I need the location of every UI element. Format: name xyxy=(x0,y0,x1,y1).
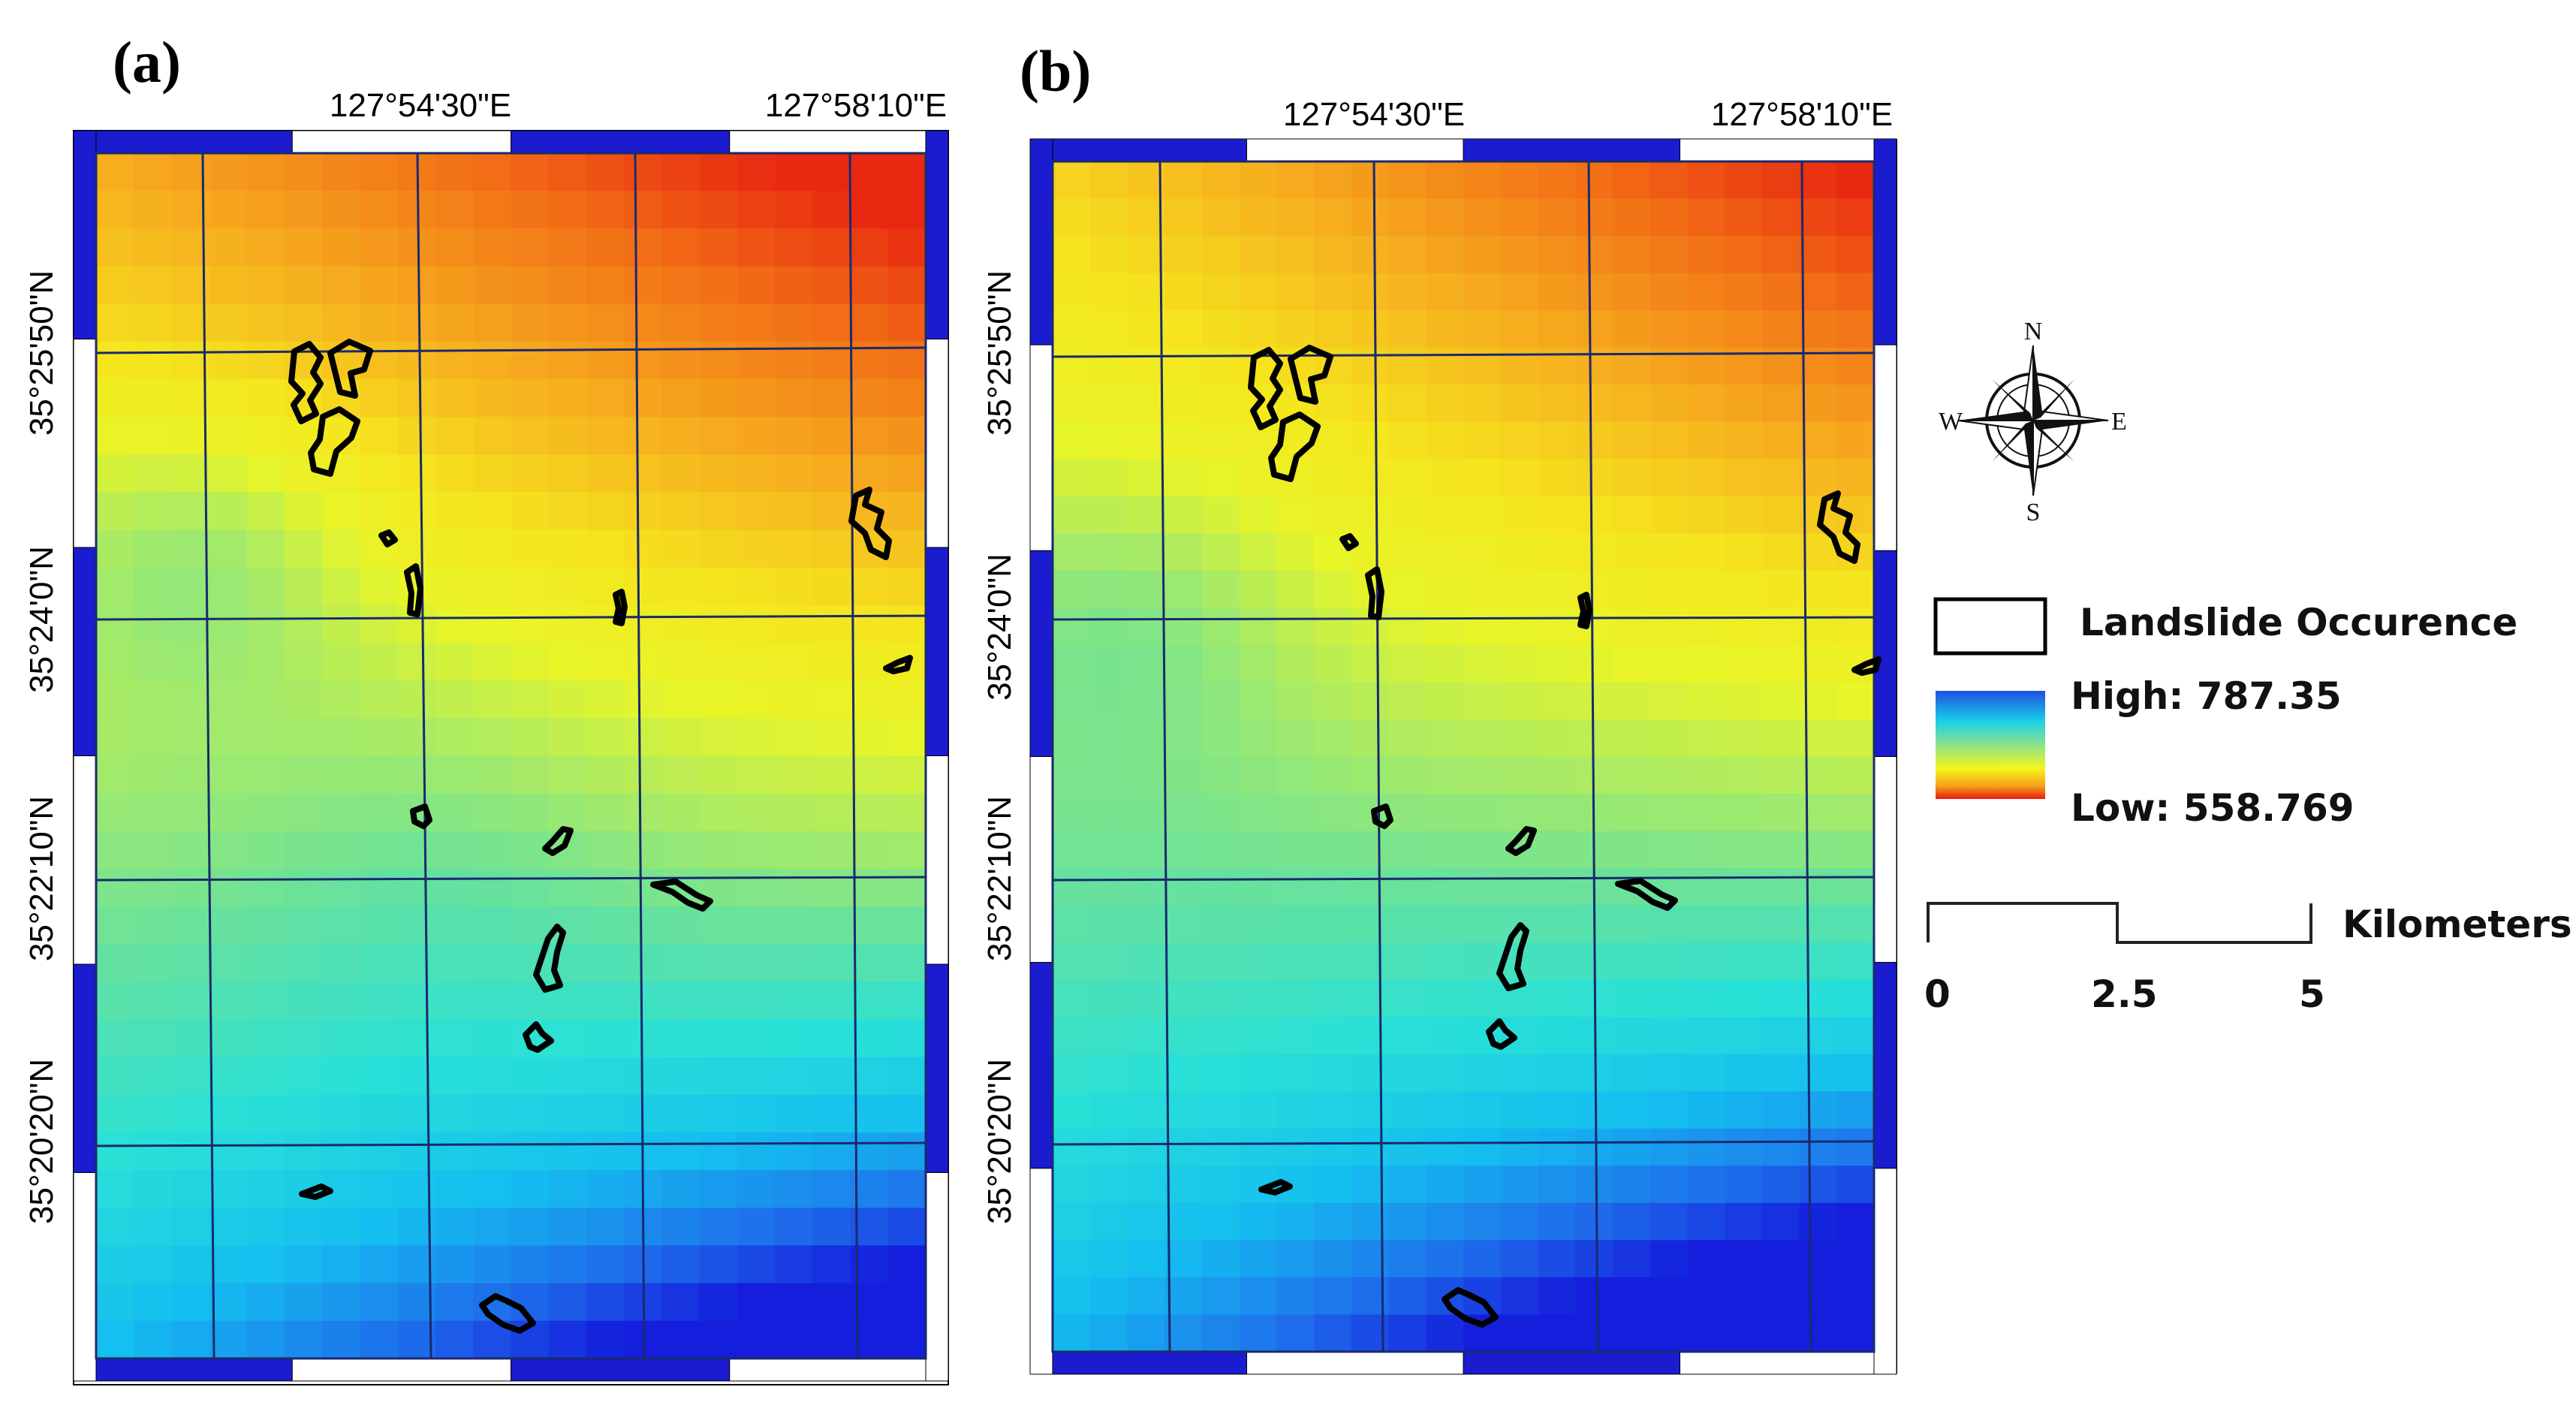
legend-low-label: Low: 558.769 xyxy=(2071,786,2355,830)
compass-rose-icon: N S E W xyxy=(1939,318,2127,526)
panel-b-lat-label-1: 35°25'50"N xyxy=(981,270,1018,436)
panel-a-raster xyxy=(96,153,926,1359)
panel-a-lon-label-2: 127°58'10"E xyxy=(765,87,947,124)
panel-a-landslides xyxy=(288,339,913,1334)
legend-landslide-label: Landslide Occurence xyxy=(2080,601,2518,644)
panel-a-label: (a) xyxy=(113,29,181,95)
panel-b-raster xyxy=(1053,161,1875,1352)
compass-n: N xyxy=(2024,318,2043,345)
compass-w: W xyxy=(1939,408,1963,436)
scale-tick-2-5: 2.5 xyxy=(2091,972,2158,1016)
panel-a-lat-label-1: 35°25'50"N xyxy=(23,270,60,436)
scale-tick-0: 0 xyxy=(1924,972,1951,1016)
scale-bar xyxy=(1927,902,2312,944)
panel-a-neatline xyxy=(73,130,949,1382)
map-panel-a: 127°54'30"E 127°58'10"E 35°25'50"N 35°24… xyxy=(23,87,949,1385)
panel-a-graticule xyxy=(95,152,927,1360)
compass-s: S xyxy=(2026,499,2041,526)
panel-a-lat-label-3: 35°22'10"N xyxy=(23,796,60,961)
panel-a-lat-label-4: 35°20'20"N xyxy=(23,1059,60,1224)
panel-b-graticule xyxy=(1051,160,1876,1353)
panel-a-lat-label-2: 35°24'0"N xyxy=(23,546,60,693)
panel-b-lat-label-3: 35°22'10"N xyxy=(981,796,1018,961)
color-ramp-legend xyxy=(1936,691,2045,799)
map-panel-b: 127°54'30"E 127°58'10"E 35°25'50"N 35°24… xyxy=(981,96,1897,1375)
panel-b-lat-label-2: 35°24'0"N xyxy=(981,553,1018,701)
panel-b-neatline xyxy=(1029,138,1897,1375)
scale-tick-5: 5 xyxy=(2299,972,2325,1016)
panel-b-landslides xyxy=(1248,345,1882,1328)
landslide-legend-swatch xyxy=(1933,597,2047,656)
panel-a-lon-label-1: 127°54'30"E xyxy=(330,87,511,124)
scale-unit-label: Kilometers xyxy=(2343,903,2572,946)
panel-b-label: (b) xyxy=(1020,38,1092,104)
compass-e: E xyxy=(2111,408,2127,436)
legend-high-label: High: 787.35 xyxy=(2071,674,2342,718)
panel-b-lon-label-2: 127°58'10"E xyxy=(1711,96,1893,133)
panel-b-lat-label-4: 35°20'20"N xyxy=(981,1059,1018,1224)
panel-b-lon-label-1: 127°54'30"E xyxy=(1283,96,1465,133)
